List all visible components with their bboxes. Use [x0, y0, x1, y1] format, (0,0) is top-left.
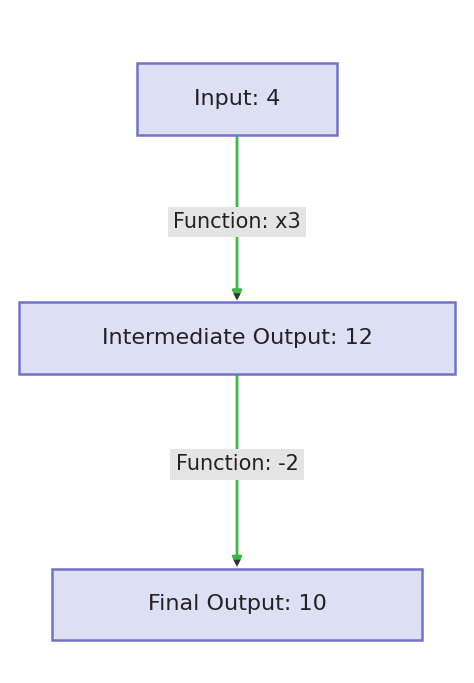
Text: Intermediate Output: 12: Intermediate Output: 12	[101, 328, 373, 348]
FancyBboxPatch shape	[19, 302, 455, 374]
Text: Function: -2: Function: -2	[175, 454, 299, 475]
Text: Final Output: 10: Final Output: 10	[147, 594, 327, 615]
Text: Function: x3: Function: x3	[173, 212, 301, 232]
FancyBboxPatch shape	[137, 64, 337, 135]
FancyBboxPatch shape	[52, 568, 422, 641]
Text: Input: 4: Input: 4	[194, 89, 280, 109]
